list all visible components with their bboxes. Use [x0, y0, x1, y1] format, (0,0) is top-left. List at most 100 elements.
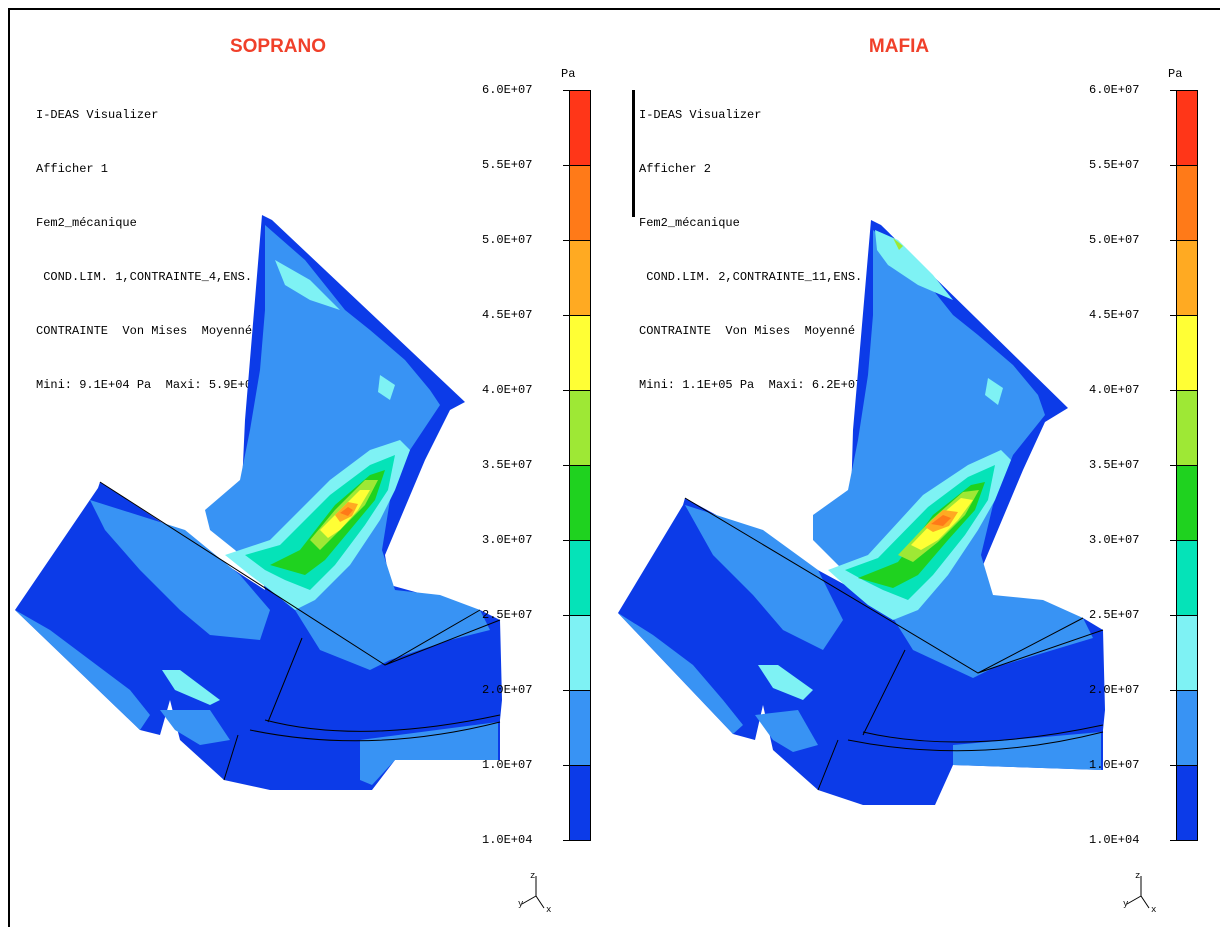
viewport-left[interactable]: SOPRANO I-DEAS Visualizer Afficher 1 Fem… — [8, 8, 615, 927]
legend-tick-label: 5.0E+07 — [482, 233, 533, 247]
legend-tick-label: 4.5E+07 — [482, 308, 533, 322]
legend-swatch — [569, 240, 591, 316]
legend-tick-mark — [1170, 315, 1176, 316]
stress-contour-plot[interactable] — [10, 10, 615, 927]
legend-swatch — [1176, 615, 1198, 691]
contour-band-2d — [162, 670, 220, 705]
app-name: I-DEAS Visualizer — [36, 108, 159, 122]
min-max-readout: Mini: 9.1E+04 Pa Maxi: 5.9E+07 Pa — [36, 378, 281, 392]
legend-swatch — [569, 165, 591, 241]
legend-swatch — [569, 765, 591, 841]
legend-tick-label: 6.0E+07 — [1089, 83, 1140, 97]
contour-band-2c — [378, 375, 395, 400]
legend-tick-label: 4.0E+07 — [1089, 383, 1140, 397]
legend-tick-label: 4.0E+07 — [482, 383, 533, 397]
contour-band-1d — [755, 710, 818, 752]
legend-swatch — [569, 90, 591, 166]
model-name: Fem2_mécanique — [36, 216, 137, 230]
model-name: Fem2_mécanique — [639, 216, 740, 230]
legend-swatch — [569, 465, 591, 541]
app-name: I-DEAS Visualizer — [639, 108, 762, 122]
axis-y-label: y — [1123, 899, 1129, 909]
legend-tick-mark — [1170, 465, 1176, 466]
legend-swatch — [569, 690, 591, 766]
legend-tick-mark — [1170, 690, 1176, 691]
contour-band-9 — [893, 238, 903, 250]
contour-band-8 — [931, 515, 951, 526]
legend-tick-label: 2.0E+07 — [482, 683, 533, 697]
legend-tick-mark — [1170, 540, 1176, 541]
legend-tick-mark — [1170, 765, 1176, 766]
legend-tick-mark — [563, 540, 569, 541]
legend-swatch — [1176, 690, 1198, 766]
legend-tick-label: 2.5E+07 — [482, 608, 533, 622]
legend-tick-mark — [563, 165, 569, 166]
legend-swatch — [1176, 540, 1198, 616]
axis-z-label: z — [530, 871, 535, 881]
legend-unit: Pa — [1168, 67, 1183, 81]
axis-x-label: x — [1151, 905, 1156, 914]
active-viewport-marker — [632, 90, 635, 217]
contour-band-1e — [15, 610, 150, 730]
axis-x-label: x — [546, 905, 551, 914]
axis-triad-icon: z y x — [518, 871, 551, 914]
legend-tick-label: 5.5E+07 — [1089, 158, 1140, 172]
legend-tick-label: 4.5E+07 — [1089, 308, 1140, 322]
legend-tick-mark — [1170, 165, 1176, 166]
legend-tick-label: 2.5E+07 — [1089, 608, 1140, 622]
axis-z-label: z — [1135, 871, 1140, 881]
legend-tick-mark — [1170, 90, 1176, 91]
legend-tick-label: 5.5E+07 — [482, 158, 533, 172]
legend-tick-label: 2.0E+07 — [1089, 683, 1140, 697]
legend-tick-mark — [563, 315, 569, 316]
legend-tick-mark — [563, 465, 569, 466]
contour-band-1c — [953, 732, 1101, 770]
legend-tick-mark — [1170, 840, 1176, 841]
legend-tick-label: 3.5E+07 — [1089, 458, 1140, 472]
legend-unit: Pa — [561, 67, 576, 81]
part-mesh-right — [618, 220, 1105, 805]
legend-tick-label: 1.0E+04 — [482, 833, 533, 847]
legend-swatch — [569, 390, 591, 466]
viewport-right[interactable]: MAFIA I-DEAS Visualizer Afficher 2 Fem2_… — [613, 8, 1220, 927]
legend-swatch — [569, 315, 591, 391]
part-mesh-left — [15, 215, 502, 790]
legend-swatch — [1176, 240, 1198, 316]
contour-band-2d — [758, 665, 813, 700]
viewport-title: SOPRANO — [229, 36, 327, 57]
axis-triad-icon: z y x — [1123, 871, 1156, 914]
viewport-title: MAFIA — [868, 36, 930, 57]
contour-band-1c — [360, 722, 498, 785]
legend-swatch — [1176, 765, 1198, 841]
legend-tick-mark — [563, 615, 569, 616]
legend-tick-mark — [1170, 615, 1176, 616]
legend-tick-label: 1.0E+07 — [482, 758, 533, 772]
edge-lines — [99, 481, 501, 781]
legend-tick-mark — [563, 840, 569, 841]
legend-tick-mark — [563, 390, 569, 391]
legend-swatch — [1176, 315, 1198, 391]
legend-swatch — [569, 540, 591, 616]
legend-tick-label: 6.0E+07 — [482, 83, 533, 97]
legend-tick-label: 3.0E+07 — [482, 533, 533, 547]
legend-swatch — [569, 615, 591, 691]
legend-tick-label: 5.0E+07 — [1089, 233, 1140, 247]
axis-y-label: y — [518, 899, 524, 909]
legend-tick-mark — [1170, 240, 1176, 241]
contour-band-1b — [685, 505, 843, 650]
edge-lines — [684, 497, 1104, 791]
contour-band-2c — [985, 378, 1003, 405]
stress-contour-plot[interactable] — [613, 10, 1218, 927]
legend-tick-label: 1.0E+07 — [1089, 758, 1140, 772]
legend-swatch — [1176, 390, 1198, 466]
legend-tick-mark — [563, 90, 569, 91]
contour-band-8 — [340, 507, 353, 516]
contour-band-1e — [618, 613, 743, 734]
legend-tick-mark — [563, 690, 569, 691]
legend-tick-label: 3.0E+07 — [1089, 533, 1140, 547]
contour-band-1d — [160, 710, 230, 745]
legend-tick-label: 1.0E+04 — [1089, 833, 1140, 847]
contour-band-1b — [90, 500, 270, 640]
legend-tick-label: 3.5E+07 — [482, 458, 533, 472]
legend-swatch — [1176, 165, 1198, 241]
